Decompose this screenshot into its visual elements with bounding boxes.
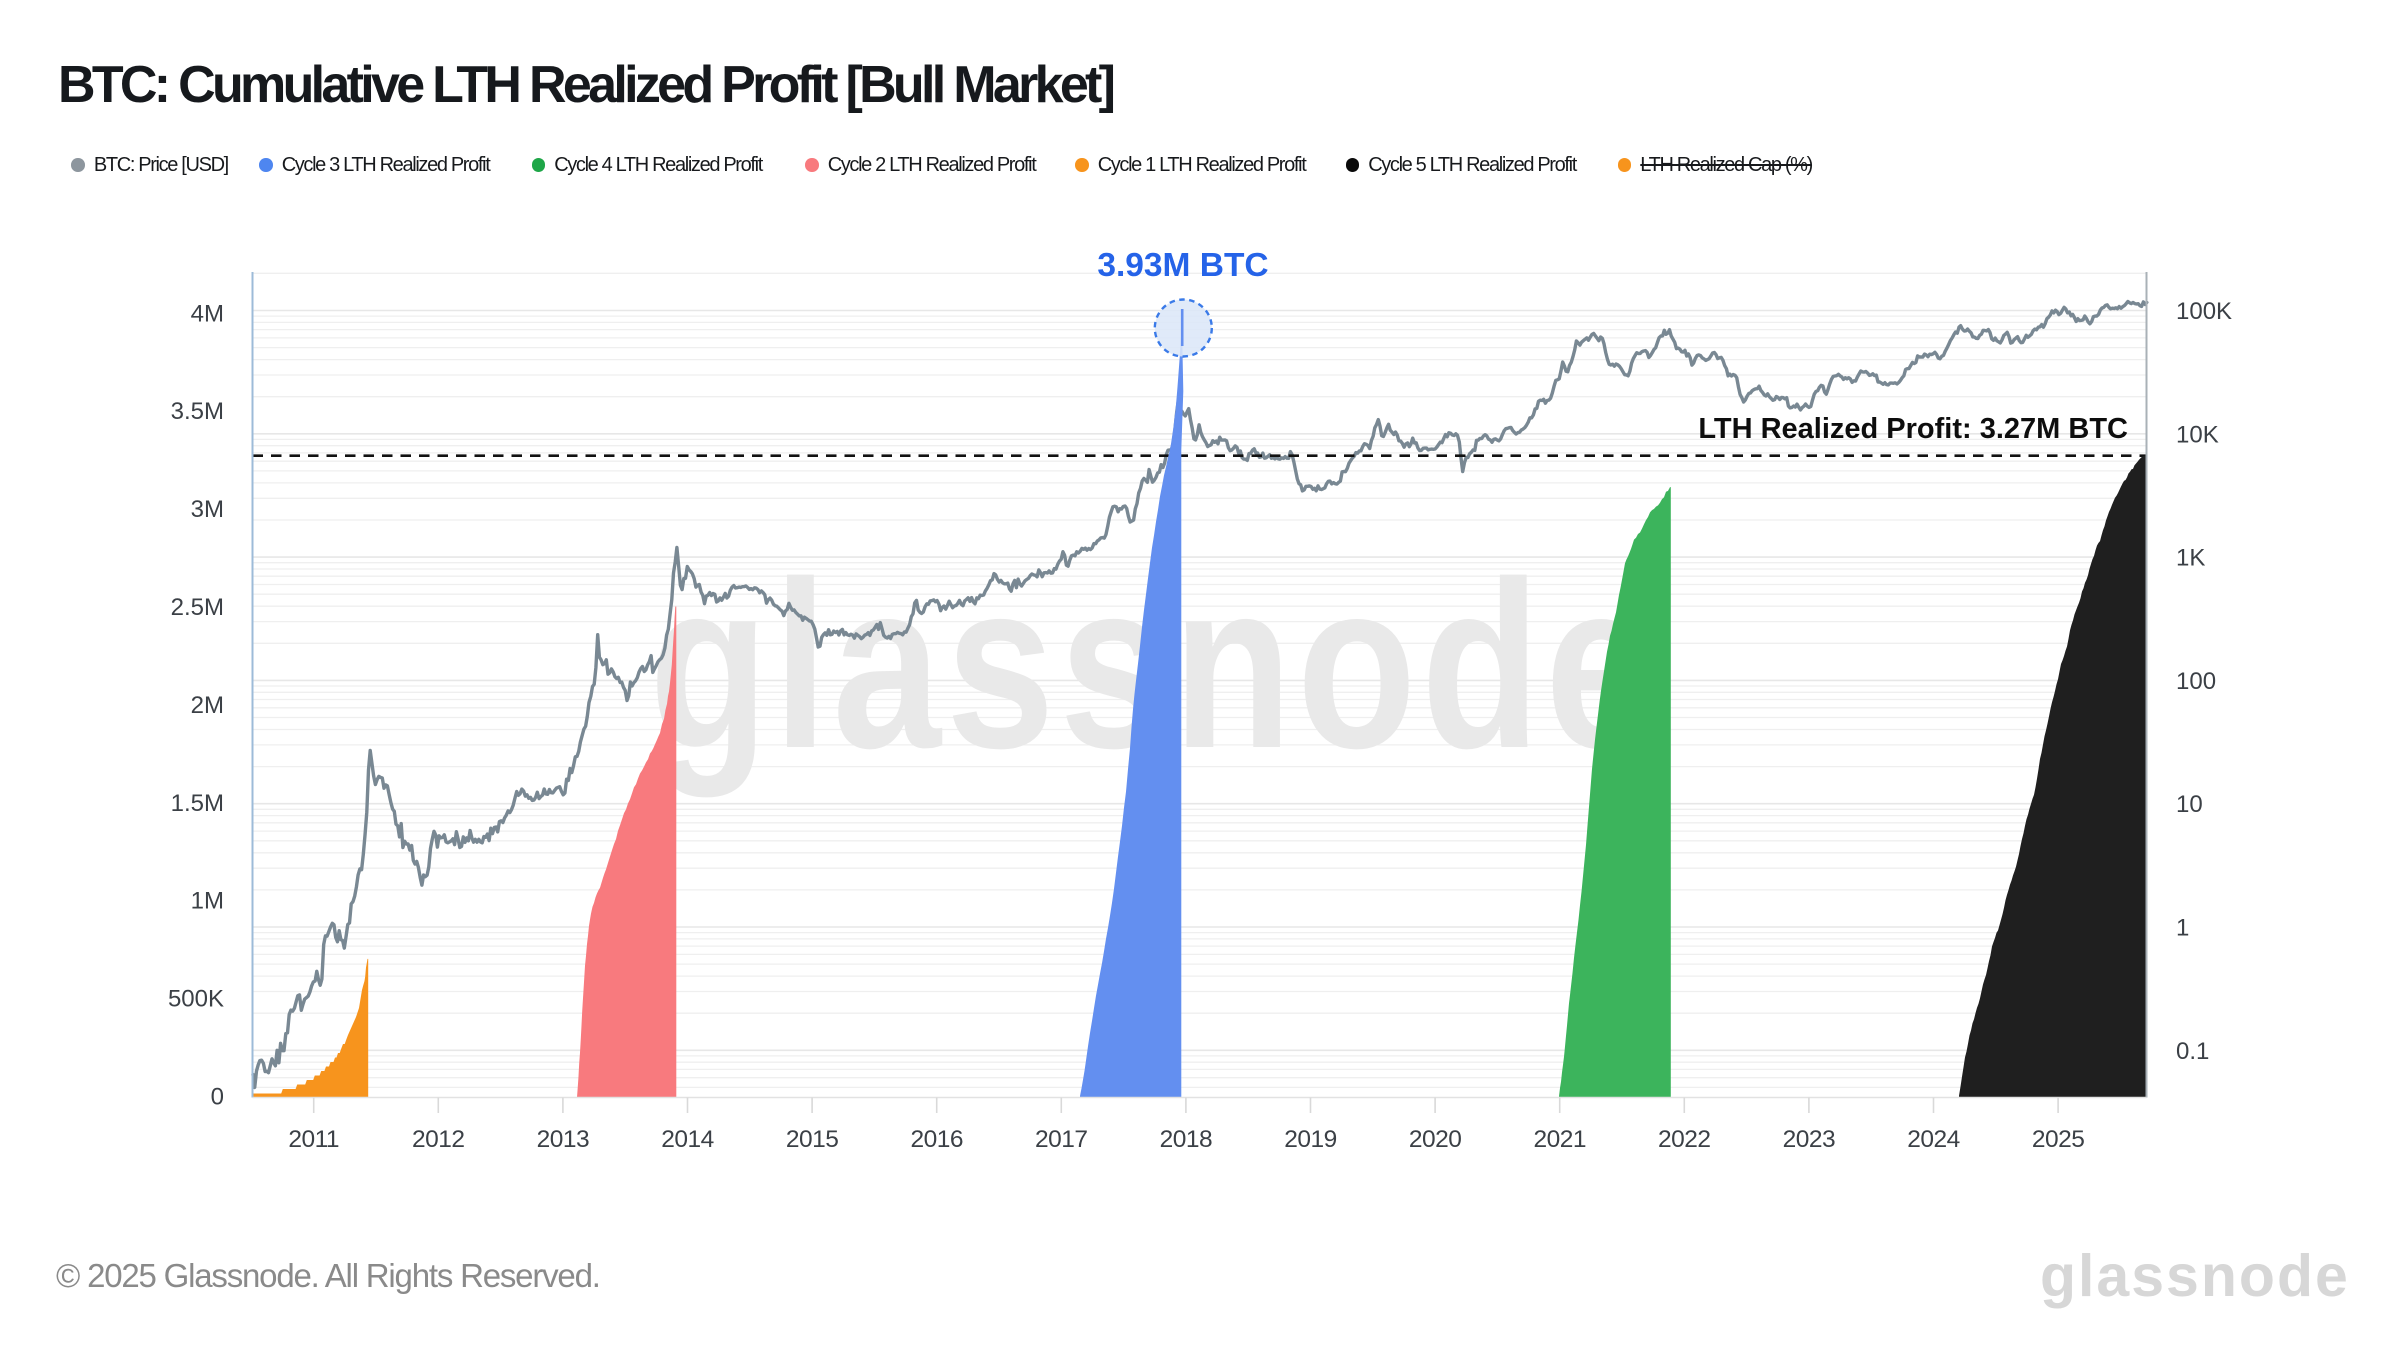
svg-text:2015: 2015 <box>786 1126 839 1153</box>
svg-text:2024: 2024 <box>1907 1126 1960 1153</box>
svg-text:4M: 4M <box>191 300 224 327</box>
svg-text:3.5M: 3.5M <box>171 398 224 425</box>
svg-text:2018: 2018 <box>1160 1126 1213 1153</box>
svg-text:100: 100 <box>2176 668 2216 695</box>
svg-text:500K: 500K <box>168 986 224 1013</box>
svg-text:3.93M BTC: 3.93M BTC <box>1097 247 1268 284</box>
svg-text:2014: 2014 <box>661 1126 714 1153</box>
svg-text:3M: 3M <box>191 496 224 523</box>
svg-text:2023: 2023 <box>1783 1126 1836 1153</box>
svg-text:10: 10 <box>2176 791 2203 818</box>
svg-text:1: 1 <box>2176 915 2189 942</box>
svg-text:2012: 2012 <box>412 1126 465 1153</box>
svg-text:2013: 2013 <box>537 1126 590 1153</box>
svg-text:0: 0 <box>211 1084 224 1111</box>
svg-text:10K: 10K <box>2176 421 2219 448</box>
svg-text:1M: 1M <box>191 888 224 915</box>
svg-text:2025: 2025 <box>2032 1126 2085 1153</box>
svg-text:2019: 2019 <box>1284 1126 1337 1153</box>
svg-text:1.5M: 1.5M <box>171 790 224 817</box>
svg-text:1K: 1K <box>2176 545 2205 572</box>
svg-text:100K: 100K <box>2176 298 2232 325</box>
svg-text:2.5M: 2.5M <box>171 594 224 621</box>
svg-text:2022: 2022 <box>1658 1126 1711 1153</box>
svg-text:2020: 2020 <box>1409 1126 1462 1153</box>
svg-text:2011: 2011 <box>288 1126 339 1153</box>
svg-text:2017: 2017 <box>1035 1126 1088 1153</box>
svg-text:LTH Realized Profit: 3.27M BTC: LTH Realized Profit: 3.27M BTC <box>1698 413 2128 445</box>
svg-text:0.1: 0.1 <box>2176 1038 2209 1065</box>
svg-text:2016: 2016 <box>910 1126 963 1153</box>
svg-text:2M: 2M <box>191 692 224 719</box>
svg-text:2021: 2021 <box>1533 1126 1586 1153</box>
